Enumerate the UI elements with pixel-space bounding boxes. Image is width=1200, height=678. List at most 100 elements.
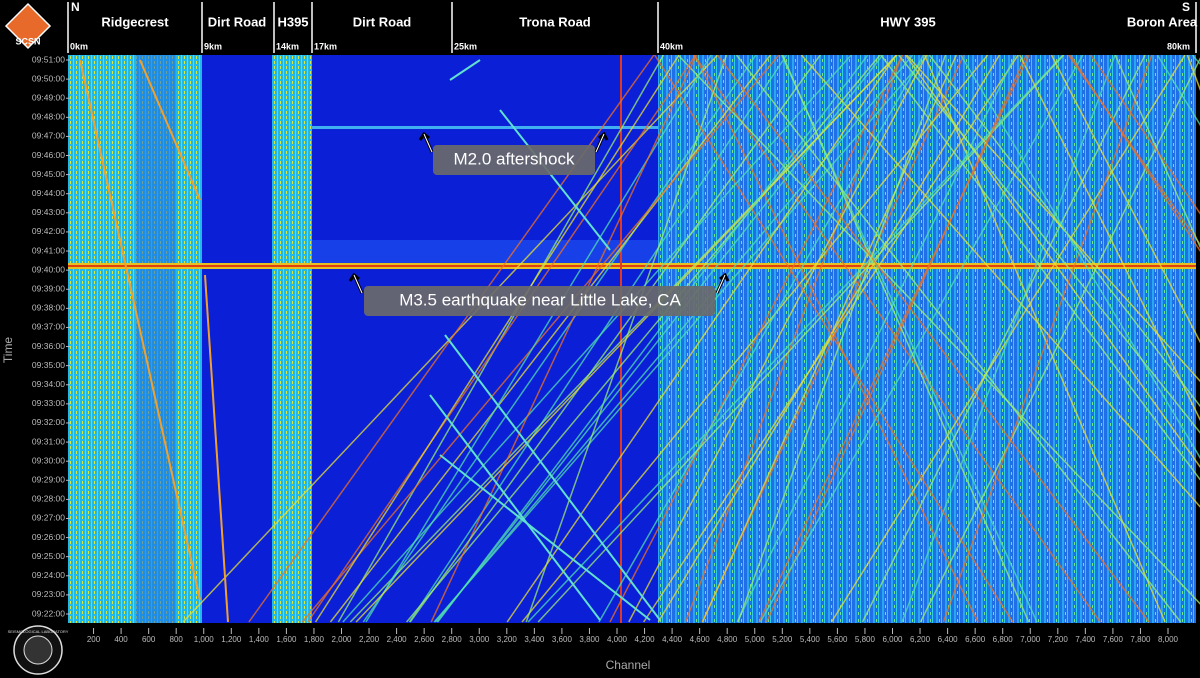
- channel-tick-label: 6,200: [910, 635, 931, 644]
- trace: [628, 54, 928, 623]
- trace: [362, 54, 757, 623]
- time-tick-label: 09:43:00: [32, 207, 65, 217]
- time-tick-label: 09:35:00: [32, 360, 65, 370]
- trace: [716, 54, 1150, 623]
- channel-tick-label: 2,600: [414, 635, 435, 644]
- trace: [434, 54, 914, 623]
- time-tick-label: 09:37:00: [32, 322, 65, 332]
- time-tick-label: 09:23:00: [32, 589, 65, 599]
- channel-tick-label: 4,200: [635, 635, 656, 644]
- time-tick-label: 09:31:00: [32, 436, 65, 446]
- trace: [409, 54, 821, 623]
- channel-tick-label: 6,000: [882, 635, 903, 644]
- time-tick-label: 09:42:00: [32, 226, 65, 236]
- trace: [1067, 54, 1200, 246]
- km-label: 80km: [1167, 41, 1190, 51]
- time-tick-label: 09:34:00: [32, 379, 65, 389]
- channel-tick-label: 3,000: [469, 635, 490, 644]
- channel-tick-label: 7,600: [1103, 635, 1124, 644]
- trace: [429, 394, 601, 621]
- channel-tick-label: 3,400: [524, 635, 545, 644]
- time-tick-label: 09:32:00: [32, 417, 65, 427]
- segment-label: HWY 395: [880, 14, 935, 29]
- time-tick-label: 09:24:00: [32, 570, 65, 580]
- trace: [449, 59, 481, 81]
- time-tick-label: 09:27:00: [32, 513, 65, 523]
- time-tick-label: 09:45:00: [32, 169, 65, 179]
- trace: [781, 54, 1030, 623]
- north-label: N: [71, 0, 80, 14]
- trace: [684, 54, 903, 623]
- km-label: 0km: [70, 41, 88, 51]
- channel-axis-title: Channel: [606, 658, 651, 672]
- trace: [439, 454, 651, 621]
- trace: [506, 54, 897, 623]
- time-tick-label: 09:49:00: [32, 92, 65, 102]
- time-tick-label: 09:29:00: [32, 475, 65, 485]
- trace: [901, 54, 1116, 623]
- trace: [904, 54, 1200, 468]
- time-tick-label: 09:25:00: [32, 551, 65, 561]
- trace: [759, 54, 1084, 623]
- channel-tick-label: 5,000: [745, 635, 766, 644]
- channel-tick-label: 2,200: [359, 635, 380, 644]
- waterfall: [68, 54, 1200, 623]
- trace: [657, 54, 1001, 623]
- trace: [307, 54, 697, 623]
- trace: [758, 54, 1030, 623]
- channel-tick-label: 5,800: [855, 635, 876, 644]
- channel-tick-label: 7,200: [1048, 635, 1069, 644]
- time-tick-label: 09:33:00: [32, 398, 65, 408]
- channel-tick-label: 1,800: [304, 635, 325, 644]
- channel-tick-label: 7,800: [1130, 635, 1151, 644]
- header: SCSN N S Ridgecrest 0km Dirt Road 9km H395 14…: [0, 0, 1200, 55]
- trace: [960, 54, 1200, 459]
- trace: [430, 54, 698, 623]
- trace: [329, 54, 772, 623]
- trace: [79, 59, 201, 601]
- trace: [736, 54, 1017, 623]
- trace: [1050, 54, 1200, 344]
- time-tick-label: 09:48:00: [32, 112, 65, 122]
- trace: [499, 109, 611, 251]
- km-label: 17km: [314, 41, 337, 51]
- trace: [765, 54, 1027, 623]
- trace: [1019, 54, 1200, 422]
- trace: [521, 54, 989, 623]
- trace: [355, 54, 898, 623]
- annotation: M3.5 earthquake near Little Lake, CA: [348, 272, 730, 316]
- channel-tick-label: 4,600: [690, 635, 711, 644]
- trace: [314, 54, 680, 623]
- trace: [735, 54, 1182, 623]
- trace: [861, 54, 1146, 623]
- trace: [942, 54, 1153, 623]
- trace: [693, 54, 979, 623]
- trace: [437, 54, 869, 623]
- channel-tick-label: 3,800: [579, 635, 600, 644]
- trace: [643, 54, 1019, 623]
- km-label: 25km: [454, 41, 477, 51]
- time-tick-label: 09:38:00: [32, 303, 65, 313]
- trace: [737, 54, 947, 623]
- annotation-text: M2.0 aftershock: [454, 149, 575, 168]
- time-tick-label: 09:28:00: [32, 494, 65, 504]
- channel-tick-label: 7,000: [1020, 635, 1041, 644]
- time-tick-label: 09:46:00: [32, 150, 65, 160]
- time-tick-label: 09:26:00: [32, 532, 65, 542]
- time-tick-label: 09:41:00: [32, 245, 65, 255]
- km-label: 9km: [204, 41, 222, 51]
- time-tick-label: 09:30:00: [32, 455, 65, 465]
- channel-tick-label: 1,200: [221, 635, 242, 644]
- segment-label: Ridgecrest: [101, 14, 169, 29]
- time-tick-label: 09:36:00: [32, 341, 65, 351]
- channel-tick-label: 200: [87, 635, 101, 644]
- channel-tick-label: 8,000: [1158, 635, 1179, 644]
- logo-text: SCSN: [15, 36, 40, 46]
- segment-label: H395: [277, 14, 308, 29]
- trace: [654, 54, 1014, 623]
- channel-tick-label: 4,800: [717, 635, 738, 644]
- trace: [301, 54, 780, 623]
- channel-tick-label: 7,400: [1075, 635, 1096, 644]
- channel-tick-label: 3,200: [497, 635, 518, 644]
